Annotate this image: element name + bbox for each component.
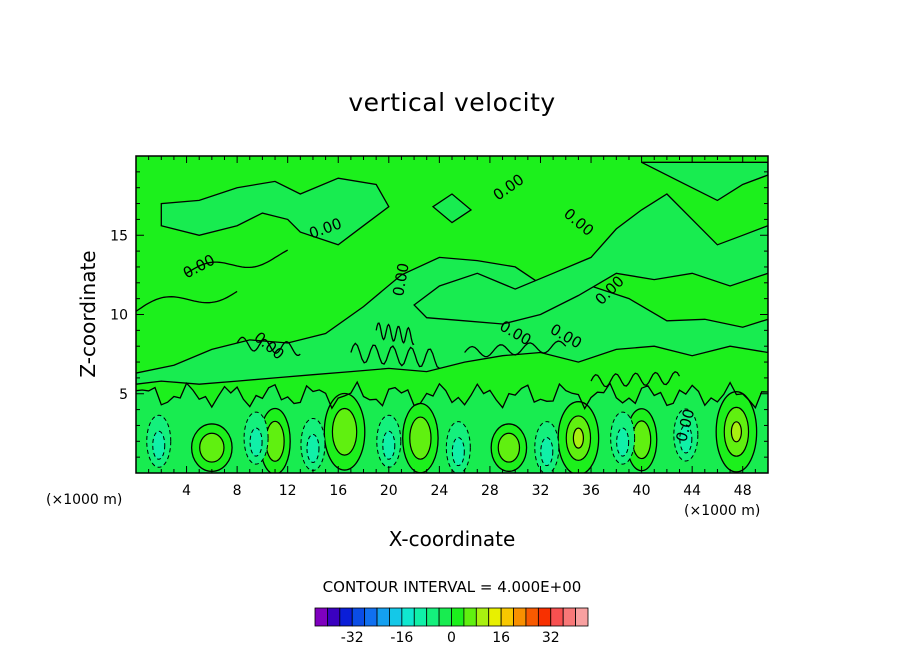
x-tick-label: 24 [430,483,448,499]
x-tick-label: 20 [380,483,398,499]
downdraft-core-3 [306,433,320,463]
colorbar-swatch [463,607,477,627]
x-tick-label: 48 [734,483,752,499]
contour-squiggle-5 [464,340,567,358]
colorbar-swatch [413,607,428,627]
y-axis-ticks: 5 10 15 [110,171,768,458]
negative-cell-top-right [641,161,768,202]
contour-squiggle-7 [186,249,289,274]
negative-cell-upper-right [413,193,768,325]
contour-squiggle-2 [375,322,415,346]
negative-cell-upper-left [160,177,390,246]
negative-cell-small [431,193,473,224]
colorbar-swatch [376,607,390,627]
colorbar-swatch [575,607,589,627]
updraft-core-4 [409,416,432,460]
colorbar-swatch [562,607,576,627]
colorbar-swatch [475,607,490,627]
colorbar-tick-label: -16 [390,630,413,646]
downdraft-core-5 [451,437,465,467]
chart-title: vertical velocity [348,88,556,117]
downdraft-core-8 [679,424,693,454]
colorbar-swatch [550,607,564,627]
updraft-peak-1 [572,427,585,449]
colorbar-swatch [314,607,328,627]
downdraft-core-2 [249,427,263,457]
updraft-core-5 [497,432,521,463]
colorbar-swatch [351,607,366,627]
downdraft-core-6 [540,437,554,467]
contour-lines [136,249,768,411]
x-tick-label: 12 [279,483,297,499]
contour-squiggle-1 [350,342,440,369]
downdraft-core-1 [152,430,166,460]
colorbar-tick-label: 16 [492,630,510,646]
x-tick-label: 8 [233,483,242,499]
x-tick-label: 4 [182,483,191,499]
colorbar-swatch [389,607,403,627]
x-axis-unit-left: (×1000 m) [46,492,123,508]
colorbar-swatch [500,607,514,627]
colorbar-swatch [401,607,415,627]
downdraft-core-7 [616,427,630,457]
downdraft-core-4 [382,430,396,460]
x-axis-ticks: 4 8 12 16 20 24 28 32 36 40 44 48 [148,156,756,499]
updraft-core-2 [265,420,285,462]
colorbar-tick-label: 0 [447,630,456,646]
y-tick-label: 5 [119,387,128,403]
colorbar-swatch [513,607,527,627]
contour-label-3: 0.00 [389,262,413,298]
x-tick-label: 36 [582,483,600,499]
colorbar-swatch [451,607,465,627]
contour-squiggle-6 [136,290,238,312]
colorbar-swatch [327,607,341,627]
x-tick-label: 16 [329,483,347,499]
x-tick-label: 28 [481,483,499,499]
colorbar-swatch [364,607,378,627]
y-tick-label: 15 [110,228,128,244]
contour-interval-label: CONTOUR INTERVAL = 4.000E+00 [322,578,582,596]
colorbar-tick-label: -32 [341,630,364,646]
x-axis-label: X-coordinate [388,527,516,551]
colorbar-swatch [525,607,539,627]
x-tick-label: 44 [683,483,701,499]
lower-layer-contour [136,380,768,411]
contour-squiggle-3 [590,371,681,388]
colorbar-swatch [537,607,552,627]
updraft-core-3 [331,407,358,456]
colorbar-swatch [488,607,502,627]
x-tick-label: 32 [532,483,550,499]
contour-squiggle-4 [236,336,301,356]
updraft-core-1 [199,432,225,463]
y-tick-label: 10 [110,308,128,324]
updraft-peak-2 [730,421,743,443]
colorbar-tick-label: 32 [542,630,560,646]
colorbar-swatch [339,607,353,627]
colorbar: -32 -16 0 16 32 [314,607,589,646]
colorbar-swatch [438,607,452,627]
updraft-core-7 [631,420,652,460]
x-axis-unit-right: (×1000 m) [684,503,761,519]
x-tick-label: 40 [633,483,651,499]
colorbar-swatch [426,607,440,627]
